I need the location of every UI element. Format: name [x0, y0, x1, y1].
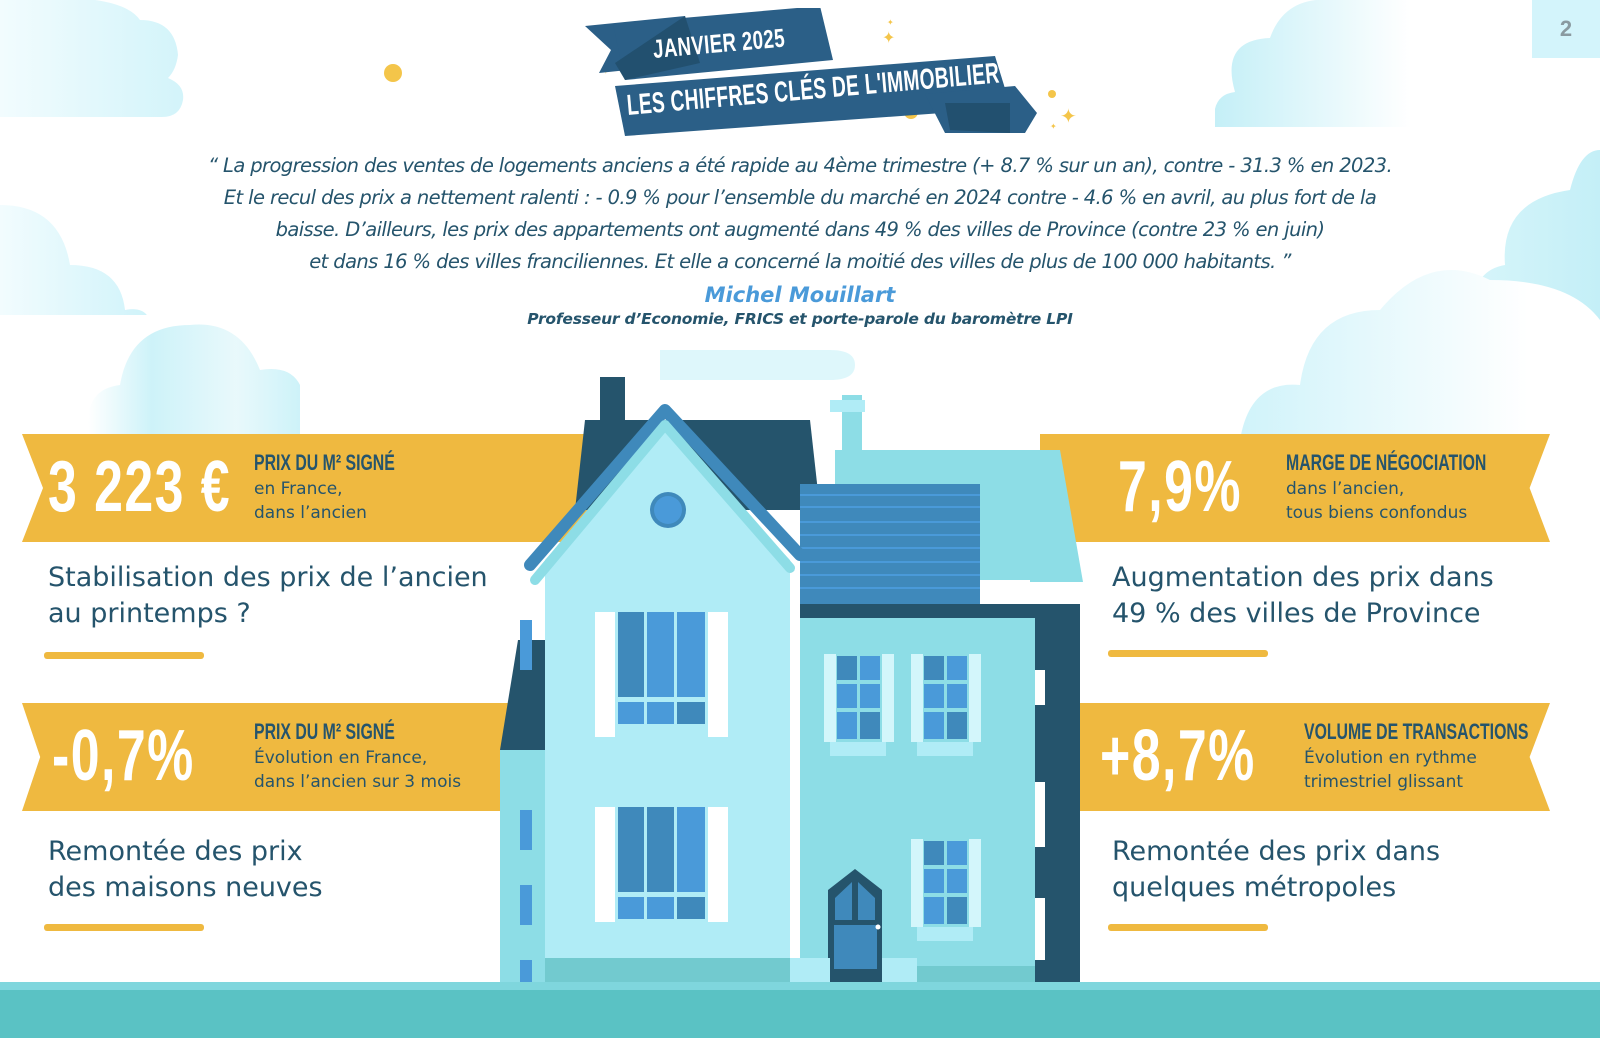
cloud-decoration	[1215, 0, 1495, 127]
star-decoration: ✦	[1060, 104, 1077, 128]
stat-sub: tous biens confondus	[1286, 503, 1468, 523]
house-illustration	[500, 377, 1083, 984]
cloud-decoration	[0, 0, 184, 117]
cloud-decoration	[1240, 270, 1600, 440]
cloud-decoration	[0, 205, 147, 315]
headline-price: Stabilisation des prix de l’ancien	[48, 562, 488, 593]
stat-sub: Évolution en rythme	[1304, 748, 1477, 768]
stat-banner-volume	[1040, 703, 1550, 811]
stat-label-price: PRIX DU M² SIGNÉ	[254, 450, 395, 475]
stat-label-volume: VOLUME DE TRANSACTIONS	[1304, 719, 1529, 744]
stat-value-price: 3 223 €	[48, 447, 232, 527]
underline-accent	[1108, 924, 1268, 931]
stat-sub: en France,	[254, 479, 343, 499]
underline-accent	[1108, 650, 1268, 657]
page-number: 2	[1532, 0, 1600, 58]
quote-author: Michel Mouillart	[704, 283, 896, 307]
headline-evolution: des maisons neuves	[48, 872, 323, 903]
stat-sub: dans l’ancien	[254, 503, 367, 523]
quote-author-role: Professeur d’Economie, FRICS et porte-pa…	[527, 310, 1073, 328]
stat-banner-evolution	[22, 703, 542, 811]
dot-decoration	[384, 64, 402, 82]
quote-line: baisse. D’ailleurs, les prix des apparte…	[275, 218, 1325, 241]
star-decoration: ✦	[882, 28, 896, 47]
underline-accent	[44, 924, 204, 931]
dot-decoration	[1048, 90, 1056, 98]
star-decoration: ✦	[887, 18, 894, 27]
stat-sub: trimestriel glissant	[1304, 772, 1464, 792]
stat-banner-margin	[1040, 434, 1550, 542]
stat-sub: Évolution en France,	[254, 748, 428, 768]
title-ribbon: JANVIER 2025 LES CHIFFRES CLÉS DE L'IMMO…	[585, 8, 1085, 138]
stat-banner-price	[22, 434, 622, 542]
ground	[0, 990, 1600, 1038]
quote-line: et dans 16 % des villes franciliennes. E…	[309, 250, 1291, 273]
headline-volume: quelques métropoles	[1112, 872, 1397, 903]
headline-price: au printemps ?	[48, 598, 251, 629]
stat-value-margin: 7,9%	[1118, 447, 1242, 527]
star-decoration: ✦	[1050, 122, 1057, 131]
headline-volume: Remontée des prix dans	[1112, 836, 1441, 867]
quote-text: “ La progression des ventes de logements…	[100, 150, 1500, 278]
headline-evolution: Remontée des prix	[48, 836, 303, 867]
stat-value-evolution: -0,7%	[52, 716, 195, 796]
quote-line: Et le recul des prix a nettement ralenti…	[223, 186, 1377, 209]
headline-margin: Augmentation des prix dans	[1112, 562, 1494, 593]
stat-sub: dans l’ancien,	[1286, 479, 1405, 499]
stat-label-evolution: PRIX DU M² SIGNÉ	[254, 719, 395, 744]
quote-line: “ La progression des ventes de logements…	[207, 154, 1393, 177]
stat-value-volume: +8,7%	[1100, 716, 1256, 796]
ground-edge	[0, 982, 1600, 990]
headline-margin: 49 % des villes de Province	[1112, 598, 1481, 629]
underline-accent	[44, 652, 204, 659]
stat-sub: dans l’ancien sur 3 mois	[254, 772, 462, 792]
cloud-decoration	[88, 324, 855, 440]
stat-label-margin: MARGE DE NÉGOCIATION	[1286, 450, 1487, 475]
